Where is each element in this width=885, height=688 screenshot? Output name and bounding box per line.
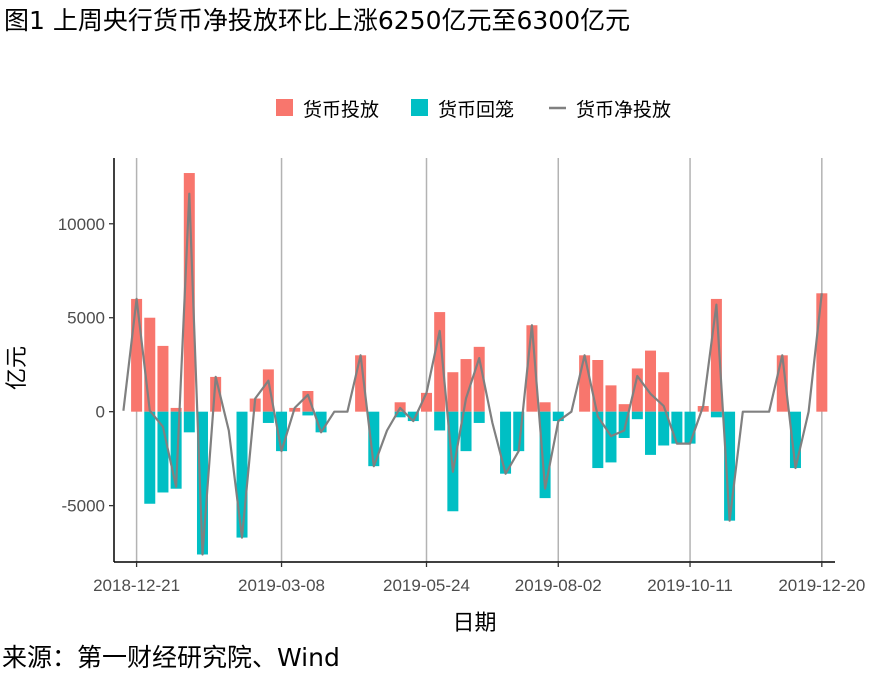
bar [592,360,604,412]
bar [724,411,736,521]
bar [170,411,182,489]
legend-label: 货币投放 [303,99,379,121]
legend-label: 货币净投放 [576,99,671,121]
bar [710,411,722,418]
bar [460,359,472,412]
bar [513,411,525,452]
y-tick-label: 5000 [67,309,105,328]
bar [144,411,156,504]
x-tick-label: 2018-12-21 [93,576,180,595]
legend-item: 货币投放 [276,99,379,121]
legend: 货币投放 货币回笼 货币净投放 [276,99,671,121]
bar [144,317,156,412]
y-tick-label: 10000 [58,215,105,234]
bar [539,411,551,499]
bar [210,376,222,412]
bar [605,385,617,412]
x-tick-label: 2019-05-24 [383,576,470,595]
bar [170,407,182,412]
bar [302,411,314,416]
bar [447,372,459,412]
source-note: 来源：第一财经研究院、Wind [2,643,340,672]
bar [500,411,512,474]
net-line [122,192,823,556]
bar [631,368,643,412]
bar [157,411,169,493]
bar [157,345,169,412]
bar [131,298,143,412]
bar [658,372,670,412]
bar [407,411,419,422]
bar [473,411,485,423]
bar [592,411,604,469]
bar [816,293,828,412]
bar [684,411,696,444]
axes: -5000 0 5000 10000 2018-12-21 2019-03-08 2019-… [58,158,865,595]
bar [315,411,327,433]
bar [552,411,564,422]
bar [394,411,406,418]
x-axis-title: 日期 [452,611,496,636]
bar [196,411,208,555]
bar [618,411,630,438]
bar [776,355,788,412]
legend-swatch [411,99,428,116]
bar [579,355,591,412]
bar [645,411,657,455]
x-tick-label: 2019-12-20 [778,576,865,595]
bar [262,369,274,412]
bar [789,411,801,469]
bar [473,346,485,412]
bar [434,312,446,412]
bar [631,411,643,420]
chart: 货币投放 货币回笼 货币净投放 -5000 0 5000 10000 2018-12-21 2… [5,99,865,636]
bar [618,404,630,412]
bar [671,411,683,444]
bar [262,411,274,423]
bar [710,298,722,412]
bar [236,411,248,538]
bar [355,355,367,412]
x-tick-label: 2019-08-02 [515,576,602,595]
bar [368,411,380,467]
legend-swatch [276,99,293,116]
y-tick-label: -5000 [62,497,105,516]
net-line-series [122,192,823,556]
legend-item: 货币回笼 [411,99,514,121]
bar [276,411,288,452]
bar-series [131,173,828,555]
legend-item: 货币净投放 [549,99,671,121]
bar [539,402,551,412]
bar [526,325,538,412]
bar [434,411,446,431]
y-tick-label: 0 [96,403,105,422]
bar [658,411,670,446]
bar [645,350,657,412]
legend-label: 货币回笼 [438,99,514,121]
bar [183,173,195,412]
y-axis-title: 亿元 [5,346,30,390]
bar [420,392,432,412]
bar [183,411,195,433]
x-tick-label: 2019-03-08 [238,576,325,595]
x-tick-label: 2019-10-11 [647,576,733,595]
bar [460,411,472,452]
figure-title: 图1 上周央行货币净投放环比上涨6250亿元至6300亿元 [4,6,631,35]
bar [302,391,314,412]
